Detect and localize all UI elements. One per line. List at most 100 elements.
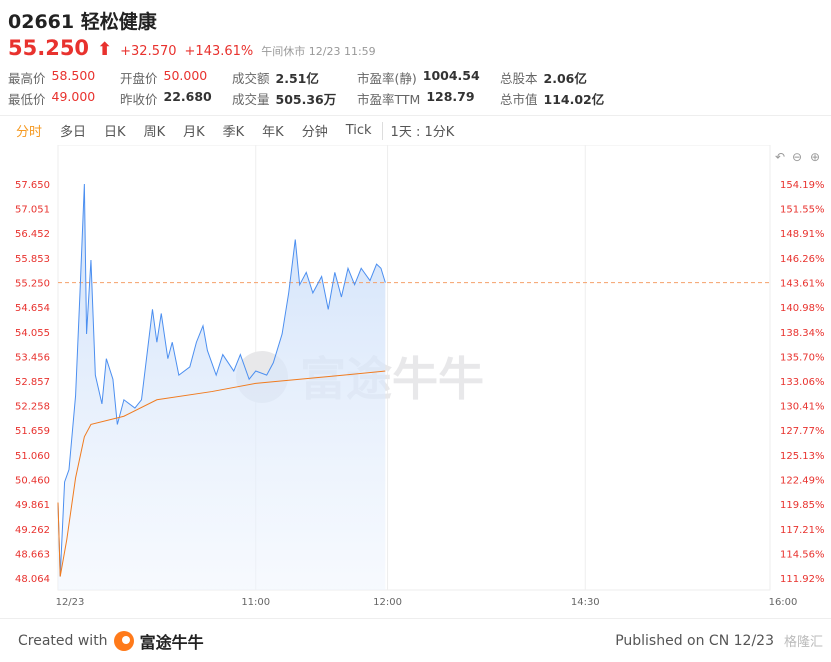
y-tick-right: 133.06% (780, 377, 825, 388)
stat-item: 最低价 49.000 (8, 89, 120, 108)
x-tick: 16:00 (769, 597, 798, 608)
y-tick-left: 49.262 (15, 525, 50, 536)
price-change: +32.570 (120, 44, 177, 59)
x-tick: 12:00 (373, 597, 402, 608)
footer-right: Published on CN 12/23 格隆汇 (615, 631, 823, 651)
stat-label: 成交量 (232, 92, 270, 107)
tab-1[interactable]: 多日 (60, 125, 87, 140)
stat-item: 总市值 114.02亿 (500, 89, 620, 108)
stat-item: 成交量 505.36万 (232, 89, 357, 108)
y-tick-right: 143.61% (780, 279, 825, 290)
y-tick-left: 56.452 (15, 229, 50, 240)
zoom-out-icon: ⊖ (792, 150, 802, 164)
intraday-chart: 57.650 154.19% 57.051 151.55% 56.452 148.91% 5… (15, 145, 825, 608)
tab-2[interactable]: 日K (104, 125, 126, 140)
stat-item: 最高价 58.500 (8, 68, 120, 87)
y-tick-left: 51.060 (15, 451, 50, 462)
y-tick-left: 55.853 (15, 254, 50, 265)
created-with: Created with 富途牛牛 (18, 629, 204, 653)
stock-name: 轻松健康 (80, 11, 157, 33)
stat-item: 总股本 2.06亿 (500, 68, 620, 87)
stat-value: 2.51亿 (275, 71, 319, 86)
y-tick-right: 111.92% (780, 574, 825, 585)
stats-row: 最高价 58.500 开盘价 50.000 成交额 2.51亿 市盈率(静) 1004.54 总… (8, 67, 620, 88)
y-tick-right: 117.21% (780, 525, 825, 536)
created-label: Created with (18, 632, 108, 649)
y-tick-left: 53.456 (15, 352, 50, 363)
stat-value: 22.680 (163, 89, 212, 104)
y-tick-left: 54.654 (15, 303, 50, 314)
stat-label: 市盈率(静) (357, 71, 417, 86)
stat-value: 49.000 (51, 89, 96, 104)
y-tick-right: 125.13% (780, 451, 825, 462)
y-tick-left: 52.258 (15, 402, 50, 413)
x-tick: 11:00 (241, 597, 270, 608)
y-tick-left: 49.861 (15, 500, 50, 511)
y-tick-right: 138.34% (780, 328, 825, 339)
zoom-in-icon: ⊕ (810, 150, 820, 164)
y-tick-left: 51.659 (15, 426, 50, 437)
stat-label: 最低价 (8, 92, 46, 107)
tab-3[interactable]: 周K (143, 125, 166, 140)
x-tick: 12/23 (56, 597, 85, 608)
y-tick-right: 151.55% (780, 205, 825, 216)
market-status: 午间休市 12/23 11:59 (261, 45, 376, 58)
y-tick-left: 52.857 (15, 377, 50, 388)
stat-label: 成交额 (232, 71, 270, 86)
tab-7[interactable]: 分钟 (301, 125, 328, 140)
y-tick-left: 57.051 (15, 205, 50, 216)
stat-value: 58.500 (51, 68, 96, 83)
price-line: 55.250 ⬆ +32.570 +143.61% 午间休市 12/23 11:… (8, 36, 376, 60)
stat-value: 2.06亿 (543, 71, 587, 86)
y-tick-right: 148.91% (780, 229, 825, 240)
y-tick-right: 154.19% (780, 180, 825, 191)
chart-tabs: 分时 多日 日K 周K 月K 季K 年K 分钟 Tick 1天 : 1分K (0, 115, 831, 145)
stat-value: 505.36万 (275, 92, 337, 107)
y-tick-right: 135.70% (780, 352, 825, 363)
stat-item: 开盘价 50.000 (120, 68, 232, 87)
published-label: Published on CN 12/23 (615, 632, 774, 649)
footer: Created with 富途牛牛 Published on CN 12/23 … (0, 618, 831, 662)
futu-logo-icon (113, 630, 134, 651)
up-arrow-icon: ⬆ (97, 39, 113, 60)
stats-row: 最低价 49.000 昨收价 22.680 成交量 505.36万 市盈率TTM 128.79… (8, 88, 620, 109)
divider (381, 121, 383, 140)
stat-value: 114.02亿 (543, 92, 605, 107)
stat-item: 市盈率TTM 128.79 (357, 89, 500, 108)
stat-value: 128.79 (426, 89, 475, 104)
y-tick-right: 127.77% (780, 426, 825, 437)
average-price-line (57, 370, 386, 577)
y-tick-left: 50.460 (15, 476, 50, 487)
gelonghui-logo: 格隆汇 (783, 635, 823, 650)
stat-label: 最高价 (8, 71, 46, 86)
stock-code: 02661 (8, 11, 75, 33)
y-tick-right: 146.26% (780, 254, 825, 265)
stock-title: 02661 轻松健康 (8, 7, 157, 34)
tab-8[interactable]: Tick (345, 123, 372, 138)
y-tick-left: 54.055 (15, 328, 50, 339)
y-tick-left: 48.663 (15, 549, 50, 560)
brand-name: 富途牛牛 (139, 632, 204, 652)
price-line (57, 183, 386, 577)
y-tick-left: 55.250 (15, 279, 50, 290)
stat-item: 成交额 2.51亿 (232, 68, 357, 87)
stat-label: 总市值 (500, 92, 538, 107)
tab-0[interactable]: 分时 (16, 125, 43, 140)
stats-grid: 最高价 58.500 开盘价 50.000 成交额 2.51亿 市盈率(静) 1004.54 总… (8, 67, 620, 109)
price-area (58, 184, 386, 590)
y-tick-left: 57.650 (15, 180, 50, 191)
stat-label: 市盈率TTM (357, 92, 421, 107)
period-selector[interactable]: 1天 : 1分K (390, 125, 455, 140)
x-tick: 14:30 (571, 597, 600, 608)
y-tick-right: 114.56% (780, 549, 825, 560)
stat-label: 总股本 (500, 71, 538, 86)
y-tick-right: 122.49% (780, 476, 825, 487)
tab-5[interactable]: 季K (222, 125, 245, 140)
price-change-pct: +143.61% (184, 44, 254, 59)
stat-item: 市盈率(静) 1004.54 (357, 68, 500, 87)
tab-6[interactable]: 年K (262, 125, 284, 140)
undo-icon: ↶ (775, 150, 785, 164)
current-price: 55.250 (8, 36, 90, 60)
tab-4[interactable]: 月K (183, 125, 205, 140)
stat-label: 昨收价 (120, 92, 158, 107)
